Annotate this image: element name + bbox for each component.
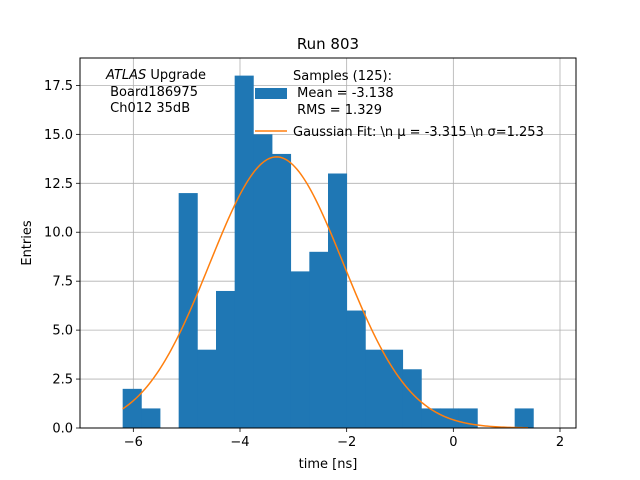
y-tick-label: 7.5 <box>52 275 73 290</box>
atlas-annotation: ATLAS Upgrade Board186975 Ch012 35dB <box>105 68 206 116</box>
legend: Samples (125): Mean = -3.138 RMS = 1.329… <box>255 69 544 140</box>
legend-rms: RMS = 1.329 <box>293 103 382 118</box>
histogram-bar <box>365 349 385 428</box>
annotation-upgrade: Upgrade <box>146 68 206 83</box>
y-tick-label: 0.0 <box>52 422 73 437</box>
histogram-bar <box>253 134 273 428</box>
x-axis-ticks: −6 −4 −2 0 2 <box>124 428 564 450</box>
legend-bar-swatch <box>255 88 287 99</box>
y-tick-label: 5.0 <box>52 324 73 339</box>
histogram-bar <box>346 310 366 428</box>
histogram-bar <box>290 271 310 428</box>
histogram-bar <box>514 408 534 428</box>
y-tick-label: 10.0 <box>44 226 73 241</box>
y-tick-label: 17.5 <box>44 79 73 94</box>
legend-title: Samples (125): <box>293 69 392 84</box>
histogram-bar <box>272 153 292 429</box>
histogram-bar <box>216 290 236 428</box>
x-tick-label: −2 <box>337 435 356 450</box>
x-tick-label: −6 <box>124 435 143 450</box>
histogram-bars <box>122 75 534 429</box>
histogram-bar <box>197 349 217 428</box>
histogram-bar <box>421 408 441 428</box>
plot-frame <box>79 57 577 429</box>
y-tick-label: 12.5 <box>44 177 73 192</box>
histogram-bar <box>141 408 161 428</box>
x-axis-label: time [ns] <box>299 457 358 472</box>
y-axis-label: Entries <box>20 220 35 266</box>
histogram-bar <box>309 251 329 428</box>
histogram-bar <box>122 388 142 428</box>
x-tick-label: −4 <box>230 435 249 450</box>
annotation-line-2: Board186975 <box>106 85 198 100</box>
histogram-bar <box>178 193 198 428</box>
histogram-bar <box>402 369 422 428</box>
histogram-bar <box>384 349 404 428</box>
chart-title: Run 803 <box>297 35 359 53</box>
histogram-bar <box>234 75 254 428</box>
gaussian-fit <box>122 156 529 429</box>
x-tick-label: 0 <box>449 435 457 450</box>
gaussian-fit-curve <box>122 156 529 429</box>
legend-gaussian-fit: Gaussian Fit: \n μ = -3.315 \n σ=1.253 <box>293 125 544 140</box>
y-tick-label: 2.5 <box>52 373 73 388</box>
y-tick-label: 15.0 <box>44 128 73 143</box>
annotation-atlas: ATLAS <box>105 68 146 83</box>
histogram-bar <box>328 173 348 428</box>
annotation-line-3: Ch012 35dB <box>106 101 190 116</box>
legend-mean: Mean = -3.138 <box>293 86 394 101</box>
y-axis-ticks: 0.0 2.5 5.0 7.5 10.0 12.5 15.0 17.5 <box>44 79 80 437</box>
x-tick-label: 2 <box>556 435 564 450</box>
annotation-line-1: ATLAS Upgrade <box>105 68 206 83</box>
